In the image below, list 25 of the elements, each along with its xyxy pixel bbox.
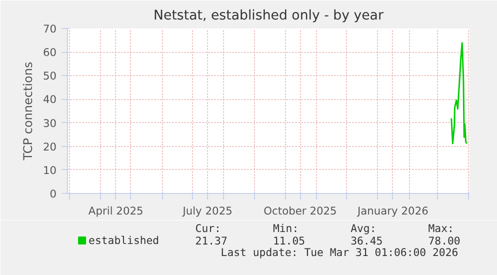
- y-tick-label: 10: [42, 164, 57, 177]
- text: 78.00: [428, 234, 460, 248]
- x-tick-label: July 2025: [182, 204, 232, 218]
- text: Cur:: [195, 222, 221, 235]
- text: 21.37: [195, 234, 228, 248]
- y-axis-title: TCP connections: [20, 62, 35, 162]
- text: Min:: [272, 222, 299, 235]
- text: Avg:: [350, 222, 376, 235]
- x-tick-label: January 2026: [356, 204, 429, 218]
- y-tick-label: 60: [42, 46, 57, 60]
- y-tick-label: 20: [42, 140, 57, 154]
- y-tick-label: 30: [42, 116, 57, 130]
- chart-title: Netstat, established only - by year: [154, 8, 384, 24]
- text: Last update: Tue Mar 31 01:06:00 2026: [220, 246, 458, 259]
- line-series: [450, 42, 468, 144]
- y-tick-label: 0: [50, 188, 57, 200]
- y-tick-label: 50: [42, 70, 57, 83]
- text: 11.05: [272, 234, 306, 248]
- text: Max:: [428, 222, 454, 235]
- y-tick-label: 40: [42, 93, 57, 106]
- y-tick-label: 70: [42, 22, 57, 36]
- x-tick-label: April 2025: [88, 204, 144, 218]
- x-tick-label: October 2025: [264, 204, 337, 218]
- legend-label: established: [88, 234, 160, 247]
- text: 36.45: [350, 234, 383, 248]
